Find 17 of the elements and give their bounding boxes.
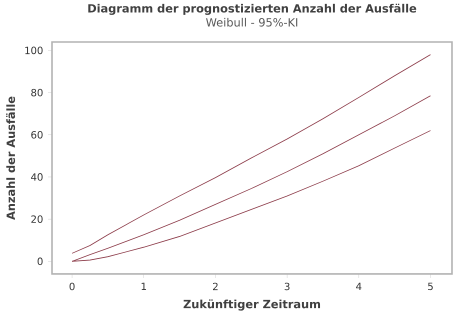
x-tick-label: 3 [284,282,290,290]
y-tick-label: 20 [31,215,43,223]
x-tick-label: 2 [212,282,218,290]
y-axis-title: Anzahl der Ausfälle [6,96,16,220]
chart-subtitle: Weibull - 95%-KI [206,18,298,27]
x-tick-label: 4 [356,282,362,290]
line-series [72,54,431,254]
x-tick-label: 5 [428,282,433,290]
y-tick-label: 80 [31,88,43,96]
y-tick-label: 60 [31,131,43,139]
x-tick-label: 1 [142,282,146,290]
chart-title: Diagramm der prognostizierten Anzahl der Ausfälle [88,4,416,15]
y-tick-label: 40 [31,173,43,181]
y-tick-label: 100 [25,46,43,54]
x-axis-title: Zukünftiger Zeitraum [184,299,320,311]
x-tick-label: 0 [70,282,75,290]
y-tick-label: 0 [38,258,43,266]
